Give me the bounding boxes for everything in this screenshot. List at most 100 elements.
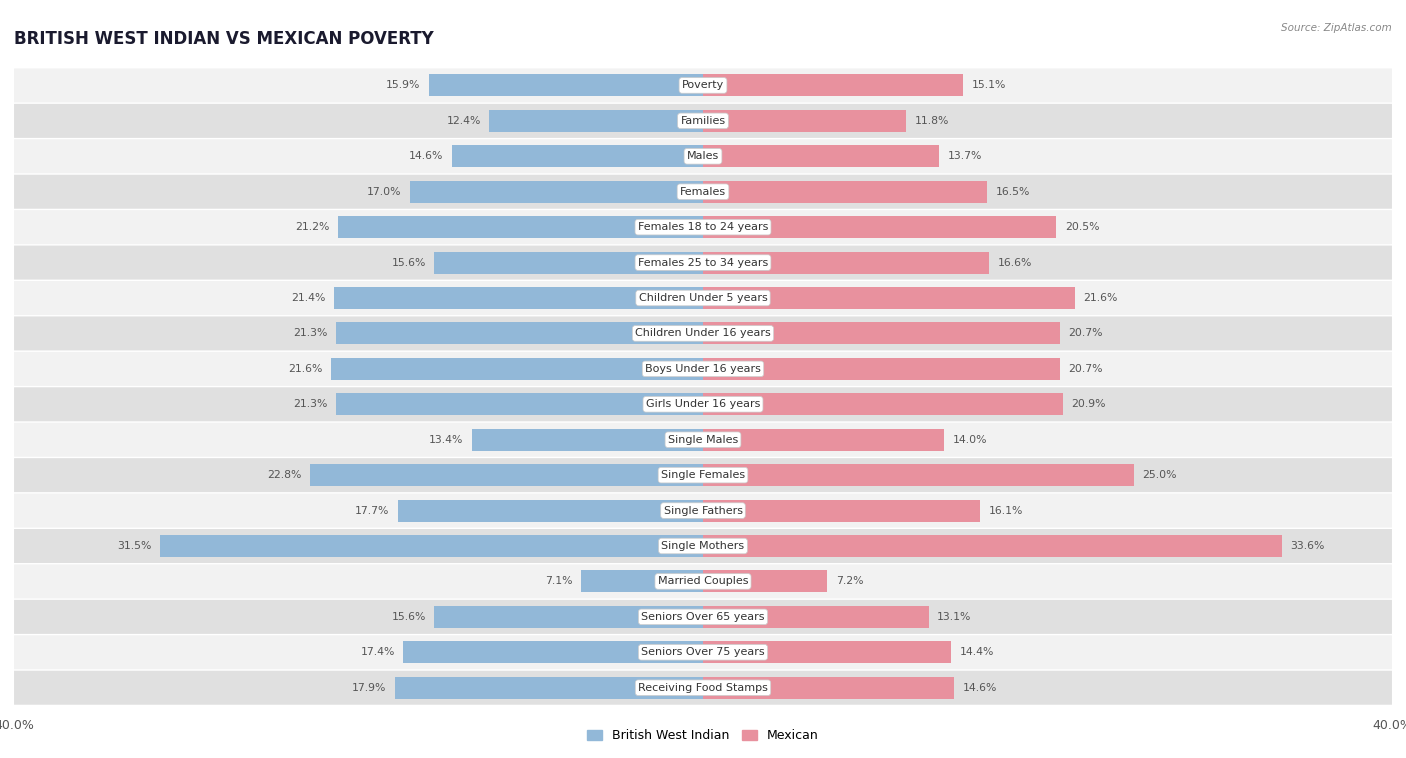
Text: 13.4%: 13.4%: [429, 435, 464, 445]
FancyBboxPatch shape: [14, 68, 1392, 102]
FancyBboxPatch shape: [14, 529, 1392, 563]
Text: Seniors Over 65 years: Seniors Over 65 years: [641, 612, 765, 622]
Text: 13.1%: 13.1%: [938, 612, 972, 622]
Text: Females: Females: [681, 186, 725, 197]
Bar: [703, 571, 827, 593]
Text: Seniors Over 75 years: Seniors Over 75 years: [641, 647, 765, 657]
Bar: [703, 322, 1060, 344]
Bar: [581, 571, 703, 593]
FancyBboxPatch shape: [14, 458, 1392, 492]
Text: 16.5%: 16.5%: [995, 186, 1031, 197]
Bar: [335, 287, 703, 309]
Text: 20.5%: 20.5%: [1064, 222, 1099, 232]
Text: 15.1%: 15.1%: [972, 80, 1007, 90]
Text: Females 25 to 34 years: Females 25 to 34 years: [638, 258, 768, 268]
Text: Source: ZipAtlas.com: Source: ZipAtlas.com: [1281, 23, 1392, 33]
Bar: [472, 429, 703, 451]
Text: Children Under 16 years: Children Under 16 years: [636, 328, 770, 338]
Text: 17.9%: 17.9%: [352, 683, 387, 693]
Bar: [703, 464, 1133, 486]
Text: Receiving Food Stamps: Receiving Food Stamps: [638, 683, 768, 693]
Bar: [434, 252, 703, 274]
Bar: [336, 322, 703, 344]
Text: 20.7%: 20.7%: [1069, 364, 1102, 374]
Text: BRITISH WEST INDIAN VS MEXICAN POVERTY: BRITISH WEST INDIAN VS MEXICAN POVERTY: [14, 30, 434, 48]
Bar: [703, 358, 1060, 380]
Text: 21.4%: 21.4%: [291, 293, 326, 303]
Bar: [703, 180, 987, 202]
Text: Poverty: Poverty: [682, 80, 724, 90]
FancyBboxPatch shape: [14, 600, 1392, 634]
FancyBboxPatch shape: [14, 281, 1392, 315]
Bar: [703, 287, 1076, 309]
Bar: [703, 146, 939, 168]
FancyBboxPatch shape: [14, 246, 1392, 280]
Bar: [451, 146, 703, 168]
Text: 7.1%: 7.1%: [544, 576, 572, 587]
Text: Families: Families: [681, 116, 725, 126]
Text: 21.3%: 21.3%: [294, 328, 328, 338]
Bar: [429, 74, 703, 96]
FancyBboxPatch shape: [14, 352, 1392, 386]
Bar: [395, 677, 703, 699]
Bar: [703, 606, 928, 628]
Bar: [337, 216, 703, 238]
Bar: [398, 500, 703, 522]
Bar: [411, 180, 703, 202]
Text: 15.9%: 15.9%: [387, 80, 420, 90]
Bar: [336, 393, 703, 415]
Text: 33.6%: 33.6%: [1291, 541, 1324, 551]
Text: 21.3%: 21.3%: [294, 399, 328, 409]
Text: Males: Males: [688, 152, 718, 161]
Text: Single Mothers: Single Mothers: [661, 541, 745, 551]
Text: 17.0%: 17.0%: [367, 186, 402, 197]
Text: 14.0%: 14.0%: [953, 435, 987, 445]
FancyBboxPatch shape: [14, 565, 1392, 599]
FancyBboxPatch shape: [14, 635, 1392, 669]
Bar: [703, 74, 963, 96]
Text: 13.7%: 13.7%: [948, 152, 981, 161]
Text: 15.6%: 15.6%: [391, 612, 426, 622]
Text: 14.6%: 14.6%: [963, 683, 997, 693]
FancyBboxPatch shape: [14, 139, 1392, 174]
Text: 16.6%: 16.6%: [997, 258, 1032, 268]
FancyBboxPatch shape: [14, 210, 1392, 244]
Bar: [703, 110, 907, 132]
Text: 17.7%: 17.7%: [356, 506, 389, 515]
FancyBboxPatch shape: [14, 316, 1392, 350]
Text: 17.4%: 17.4%: [360, 647, 395, 657]
Bar: [703, 393, 1063, 415]
Text: 22.8%: 22.8%: [267, 470, 302, 480]
Text: 16.1%: 16.1%: [988, 506, 1024, 515]
Text: 21.6%: 21.6%: [1084, 293, 1118, 303]
Text: Single Fathers: Single Fathers: [664, 506, 742, 515]
Bar: [703, 500, 980, 522]
Text: 15.6%: 15.6%: [391, 258, 426, 268]
Text: Females 18 to 24 years: Females 18 to 24 years: [638, 222, 768, 232]
FancyBboxPatch shape: [14, 104, 1392, 138]
Text: Girls Under 16 years: Girls Under 16 years: [645, 399, 761, 409]
FancyBboxPatch shape: [14, 671, 1392, 705]
FancyBboxPatch shape: [14, 387, 1392, 421]
Text: Boys Under 16 years: Boys Under 16 years: [645, 364, 761, 374]
Text: 12.4%: 12.4%: [447, 116, 481, 126]
Bar: [330, 358, 703, 380]
Text: 7.2%: 7.2%: [835, 576, 863, 587]
Text: 31.5%: 31.5%: [118, 541, 152, 551]
Bar: [434, 606, 703, 628]
Bar: [703, 677, 955, 699]
Text: 25.0%: 25.0%: [1142, 470, 1177, 480]
Text: 11.8%: 11.8%: [915, 116, 949, 126]
Bar: [311, 464, 703, 486]
Bar: [703, 216, 1056, 238]
Bar: [703, 535, 1282, 557]
FancyBboxPatch shape: [14, 423, 1392, 457]
FancyBboxPatch shape: [14, 174, 1392, 208]
Bar: [404, 641, 703, 663]
Text: 20.7%: 20.7%: [1069, 328, 1102, 338]
Legend: British West Indian, Mexican: British West Indian, Mexican: [588, 729, 818, 742]
Bar: [703, 252, 988, 274]
Bar: [489, 110, 703, 132]
Text: Single Females: Single Females: [661, 470, 745, 480]
Text: Children Under 5 years: Children Under 5 years: [638, 293, 768, 303]
